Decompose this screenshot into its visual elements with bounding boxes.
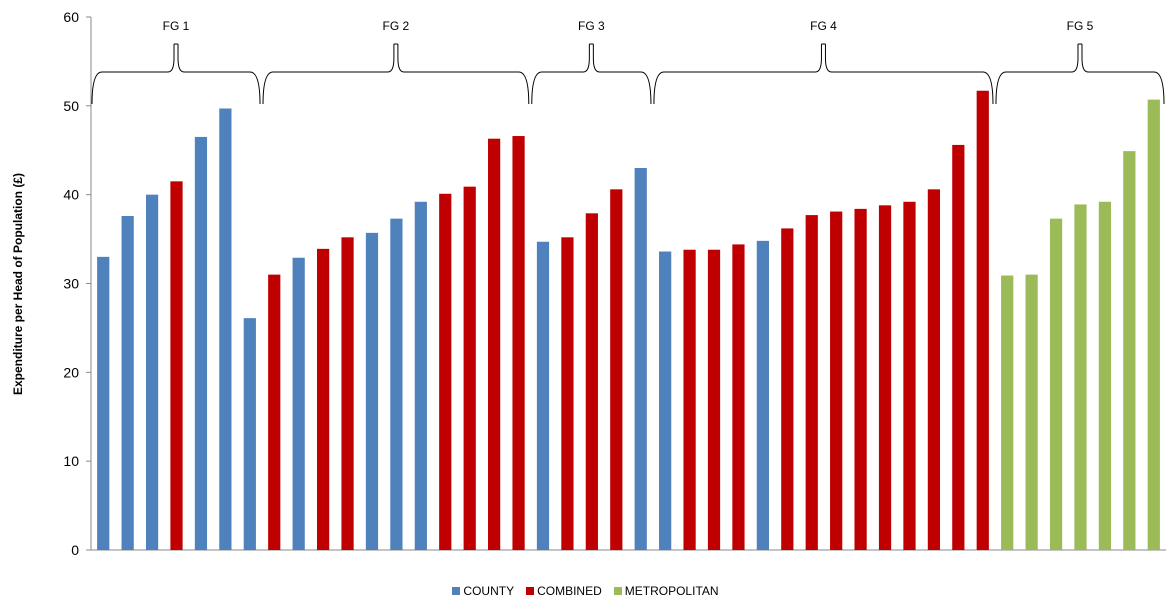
group-label: FG 2 — [383, 19, 410, 33]
y-tick-label: 10 — [63, 453, 79, 469]
bar-metropolitan — [1123, 151, 1136, 550]
bar-county — [659, 251, 672, 550]
bar-county — [219, 108, 232, 550]
legend: COUNTY COMBINED METROPOLITAN — [0, 584, 1171, 598]
y-tick-label: 0 — [71, 542, 79, 558]
bar-combined — [268, 274, 281, 550]
bar-combined — [781, 228, 794, 551]
group-brace — [531, 44, 652, 105]
group-brace — [995, 44, 1165, 105]
group-brace — [262, 44, 530, 105]
group-brace — [91, 44, 261, 105]
bar-combined — [488, 138, 501, 550]
bar-combined — [463, 186, 476, 551]
bar-county — [634, 168, 647, 550]
bar-county — [292, 257, 305, 550]
bar-county — [97, 256, 110, 550]
bar-combined — [316, 248, 330, 551]
bar-combined — [927, 189, 941, 550]
legend-item-metropolitan: METROPOLITAN — [613, 584, 719, 598]
bar-county — [390, 218, 403, 550]
group-brackets: FG 1 FG 2 FG 3 FG 4 FG 5 — [91, 19, 1165, 105]
bar-county — [756, 240, 769, 551]
bar-county — [243, 318, 256, 550]
y-tick-label: 60 — [63, 9, 79, 25]
bar-combined — [341, 237, 354, 550]
bar-county — [145, 194, 159, 551]
y-tick-label: 20 — [63, 364, 79, 380]
legend-label: METROPOLITAN — [624, 584, 719, 598]
bar-county — [121, 215, 134, 551]
bar-metropolitan — [1074, 204, 1087, 550]
bar-metropolitan — [1001, 275, 1014, 550]
y-tick-label: 30 — [63, 276, 79, 292]
bar-county — [536, 241, 550, 550]
bar-combined — [732, 244, 745, 550]
bar-metropolitan — [1049, 218, 1063, 550]
bar-combined — [854, 208, 867, 550]
y-axis-label: Expenditure per Head of Population (£) — [11, 173, 25, 395]
group-label: FG 5 — [1067, 19, 1094, 33]
bar-combined — [170, 181, 183, 550]
legend-label: COMBINED — [537, 584, 602, 598]
y-tick-label: 50 — [63, 98, 79, 114]
bar-county — [194, 136, 208, 550]
bar-combined — [561, 237, 574, 550]
legend-swatch — [613, 587, 622, 595]
group-label: FG 1 — [163, 19, 190, 33]
bar-combined — [585, 213, 598, 550]
bars — [97, 90, 1160, 551]
legend-label: COUNTY — [463, 584, 515, 598]
bar-combined — [707, 249, 721, 551]
bar-combined — [610, 189, 623, 550]
legend-swatch — [526, 587, 535, 595]
group-label: FG 3 — [578, 19, 605, 33]
bar-combined — [952, 144, 965, 551]
bar-county — [365, 232, 379, 551]
bar-combined — [903, 201, 916, 550]
bar-combined — [830, 211, 843, 551]
bar-combined — [878, 205, 892, 550]
bar-metropolitan — [1147, 99, 1160, 551]
bar-combined — [683, 249, 696, 551]
group-label: FG 4 — [810, 19, 837, 33]
y-tick-label: 40 — [63, 187, 79, 203]
bar-combined — [976, 90, 989, 550]
bar-combined — [439, 193, 452, 550]
bar-county — [414, 201, 427, 550]
legend-swatch — [452, 587, 461, 595]
bar-combined — [512, 136, 525, 551]
bar-metropolitan — [1098, 201, 1112, 550]
group-brace — [653, 44, 994, 105]
legend-item-combined: COMBINED — [526, 584, 602, 598]
bar-metropolitan — [1025, 274, 1038, 550]
bar-combined — [805, 215, 818, 550]
legend-item-county: COUNTY — [452, 584, 514, 598]
